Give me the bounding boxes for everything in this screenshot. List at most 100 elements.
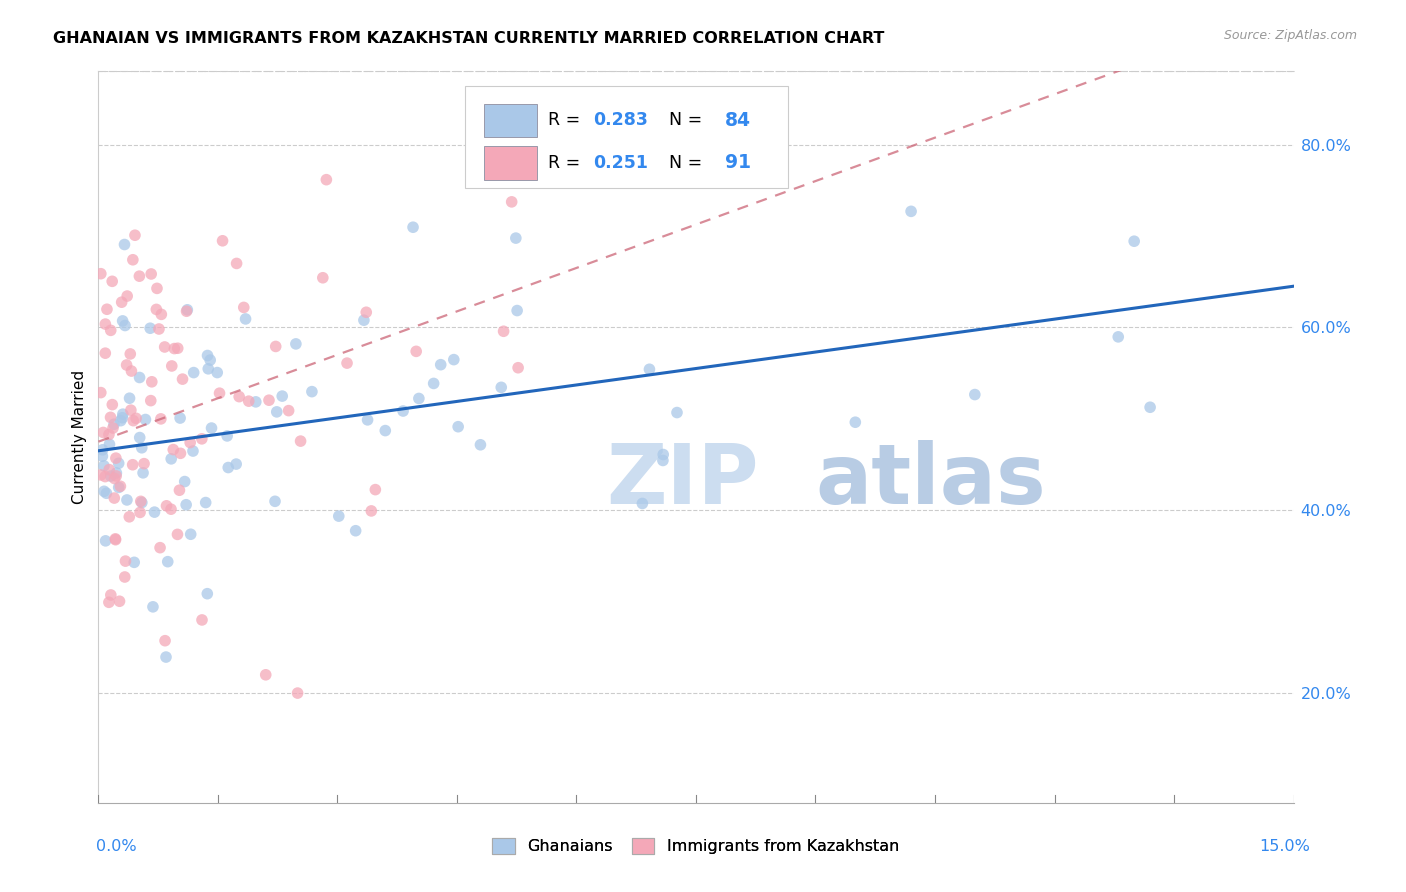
FancyBboxPatch shape (485, 146, 537, 179)
Point (111, 407, 134, 421)
Point (160, 451, 183, 466)
Point (301, 384, 323, 399)
Point (217, 429, 239, 443)
Point (90, 385, 112, 400)
Point (146, 281, 169, 295)
Point (328, 509, 350, 524)
Point (111, 410, 134, 425)
Text: 0.0%: 0.0% (96, 838, 136, 854)
Point (128, 269, 150, 284)
Point (232, 301, 254, 315)
Point (124, 228, 146, 243)
Point (173, 475, 195, 489)
Point (100, 469, 122, 483)
Point (90, 467, 112, 482)
Point (1123, 234, 1146, 248)
Point (131, 495, 153, 509)
Point (101, 274, 124, 288)
Point (107, 456, 129, 470)
Point (638, 362, 661, 376)
Point (90, 267, 112, 281)
Point (197, 349, 219, 363)
Point (163, 342, 186, 356)
Point (132, 466, 155, 480)
Point (254, 667, 277, 681)
Point (142, 599, 165, 614)
Text: 15.0%: 15.0% (1260, 838, 1310, 854)
Point (900, 204, 922, 219)
Point (153, 340, 176, 354)
Point (94, 346, 117, 360)
Point (245, 395, 267, 409)
Point (134, 412, 156, 426)
Point (364, 483, 387, 497)
Point (111, 314, 134, 328)
Point (208, 386, 231, 401)
Point (963, 387, 986, 401)
Point (501, 194, 523, 209)
Point (651, 453, 673, 467)
Point (139, 393, 162, 408)
Text: ZIP: ZIP (606, 441, 759, 522)
Text: 91: 91 (724, 153, 751, 172)
Point (129, 494, 152, 508)
Point (128, 431, 150, 445)
Point (115, 289, 138, 303)
Point (169, 411, 191, 425)
Point (191, 613, 214, 627)
Point (114, 318, 136, 333)
Point (101, 398, 124, 412)
Point (264, 494, 287, 508)
Point (118, 391, 141, 405)
Point (105, 469, 128, 483)
Point (271, 389, 294, 403)
Point (470, 438, 492, 452)
Point (97, 595, 120, 609)
Point (94, 469, 117, 483)
Point (93, 458, 115, 473)
Point (101, 421, 124, 435)
Point (505, 231, 527, 245)
Point (122, 414, 145, 428)
Point (155, 499, 177, 513)
Point (149, 541, 172, 555)
Point (844, 415, 866, 429)
Point (374, 424, 396, 438)
Point (315, 172, 337, 186)
Point (155, 650, 177, 665)
Point (150, 307, 173, 321)
Point (103, 491, 125, 505)
Point (356, 413, 378, 427)
Point (402, 220, 425, 235)
Point (197, 361, 219, 376)
Legend: Ghanaians, Immigrants from Kazakhstan: Ghanaians, Immigrants from Kazakhstan (486, 831, 905, 861)
Point (194, 495, 217, 509)
Point (128, 370, 150, 384)
Point (174, 498, 197, 512)
Point (353, 313, 375, 327)
Point (169, 446, 191, 460)
Point (166, 341, 188, 355)
Point (103, 417, 125, 432)
Y-axis label: Currently Married: Currently Married (72, 370, 87, 504)
Text: N =: N = (658, 112, 707, 129)
Point (166, 527, 188, 541)
Point (114, 570, 136, 584)
Point (1139, 401, 1161, 415)
Point (287, 686, 309, 700)
Point (162, 442, 184, 457)
Point (121, 252, 143, 267)
Point (183, 366, 205, 380)
Text: N =: N = (658, 153, 707, 172)
Point (200, 353, 222, 368)
Text: R =: R = (548, 112, 585, 129)
Point (104, 533, 127, 547)
Point (228, 390, 250, 404)
Point (91, 442, 114, 457)
Point (408, 392, 430, 406)
Point (104, 451, 127, 466)
Point (443, 352, 465, 367)
Point (143, 505, 166, 519)
Point (139, 321, 162, 335)
Point (132, 457, 155, 471)
